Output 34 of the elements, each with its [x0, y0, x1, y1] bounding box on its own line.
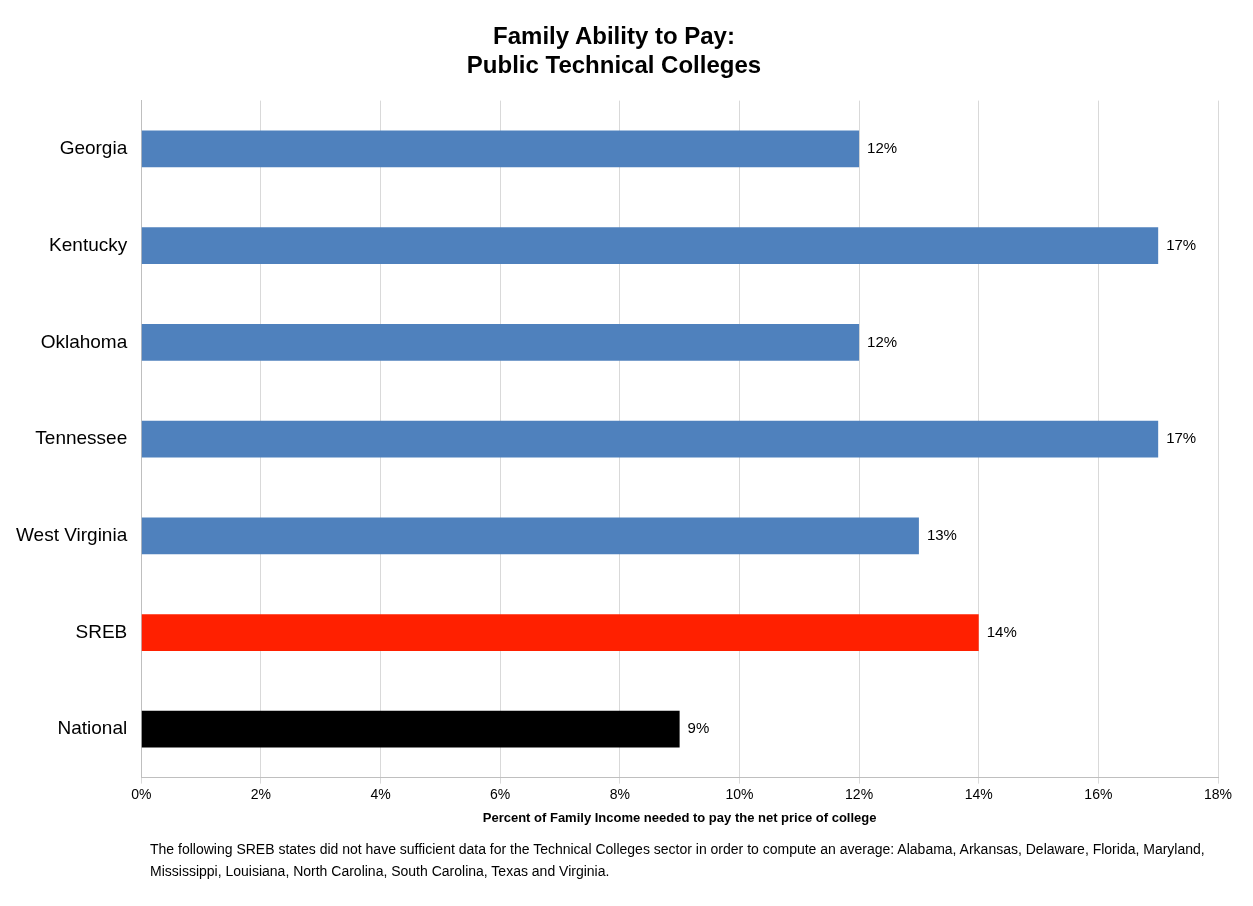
y-tick-label: Tennessee — [35, 427, 128, 449]
x-axis-title: Percent of Family Income needed to pay the net price of college — [482, 809, 877, 825]
chart-title: Family Ability to Pay: Public Technical Colleges — [466, 22, 762, 78]
y-tick-label: National — [57, 717, 128, 739]
y-tick-label: West Virginia — [15, 524, 128, 546]
bar — [141, 710, 680, 748]
bar — [141, 227, 1159, 265]
x-tick-label: 4% — [370, 785, 391, 802]
y-tick-label: Kentucky — [49, 233, 128, 255]
bar — [141, 614, 979, 651]
y-tick-label: SREB — [75, 620, 128, 642]
bar — [141, 324, 860, 361]
data-label: 17% — [1166, 429, 1197, 447]
x-tick-label: 14% — [964, 785, 993, 802]
x-tick-label: 12% — [845, 785, 874, 802]
y-tick-label: Georgia — [59, 137, 128, 159]
bar — [141, 517, 919, 555]
data-label: 12% — [867, 332, 898, 350]
data-label: 14% — [986, 622, 1017, 640]
data-label: 13% — [926, 525, 957, 543]
y-tick-label: Oklahoma — [40, 330, 128, 352]
data-label: 9% — [687, 719, 710, 737]
text: The following SREB states did not have sufficient data for the Technical Colleges sector in order to compute an average: Alabama, Arkansas, Delaware, Florida, Maryland, Mississippi, Louisiana, North Carolina, South Carolina, Texas and Virginia. — [150, 840, 1206, 881]
x-tick-label: 0% — [131, 785, 152, 802]
data-label: 17% — [1166, 235, 1197, 253]
x-tick-label: 16% — [1084, 785, 1113, 802]
bar — [141, 420, 1159, 458]
x-tick-label: 18% — [1203, 785, 1233, 802]
x-tick-label: 2% — [250, 785, 271, 802]
bar — [141, 130, 860, 168]
data-label: 12% — [867, 139, 898, 157]
x-tick-label: 6% — [490, 785, 511, 802]
x-tick-label: 8% — [609, 785, 630, 802]
x-tick-label: 10% — [725, 785, 754, 802]
